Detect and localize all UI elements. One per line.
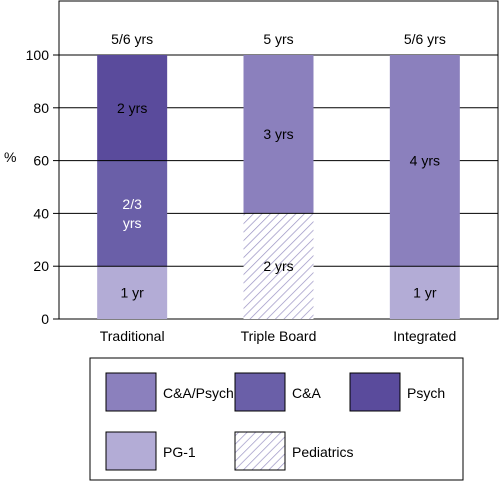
bar-triple-board: 2 yrs 3 yrs 5 yrs (243, 31, 314, 319)
bar-segment-psych (97, 55, 168, 161)
y-tick-label: 20 (33, 258, 49, 274)
legend-swatch (234, 372, 286, 412)
legend-item-pediatrics: Pediatrics (234, 431, 353, 471)
y-tick-label: 40 (33, 205, 49, 221)
segment-label: 3 yrs (263, 126, 293, 142)
legend-swatch (234, 431, 286, 471)
bar-segment-c-a-psych (389, 55, 460, 267)
bar-traditional: 1 yr 2/3 yrs 2 yrs 5/6 yrs (97, 31, 168, 319)
bar-segment-c-a (97, 160, 168, 267)
legend-item-c-a-psych: C&A/Psych (105, 372, 234, 412)
bar-segment-c-a-psych (243, 55, 314, 214)
legend-label: PG-1 (163, 444, 196, 460)
legend-item-c-a: C&A (234, 372, 321, 412)
y-tick-label: 60 (33, 153, 49, 169)
legend-item-pg-1: PG-1 (105, 431, 196, 471)
legend-label: C&A (292, 385, 321, 401)
legend-label: Pediatrics (292, 444, 353, 460)
bar-segment-pediatrics (243, 213, 314, 319)
segment-label: 2 yrs (117, 100, 147, 116)
legend-swatch (349, 372, 401, 412)
legend-label: Psych (407, 385, 445, 401)
y-tick-label: 0 (41, 311, 49, 327)
axes: 0 20 40 60 80 100% Traditional Triple Board Inte… (4, 47, 456, 344)
x-tick-label: Traditional (100, 328, 165, 344)
y-axis-label: % (4, 149, 16, 165)
x-tick-label: Triple Board (241, 328, 317, 344)
segment-label: 4 yrs (410, 153, 440, 169)
legend: C&A/Psych C&A Psych PG-1 Pediatrics (105, 372, 445, 471)
bar-total-label: 5/6 yrs (111, 31, 153, 47)
bar-segment-pg-1 (97, 266, 168, 319)
legend-label: C&A/Psych (163, 385, 234, 401)
y-tick-label: 100 (26, 47, 50, 63)
segment-label: 1 yr (413, 285, 437, 301)
bar-segment-pg-1 (389, 266, 460, 319)
legend-swatch (105, 431, 157, 471)
bars: 1 yr 2/3 yrs 2 yrs 5/6 yrs 2 yrs 3 yrs 5 yrs 1 y… (97, 31, 460, 319)
segment-label: 1 yr (120, 285, 144, 301)
segment-label: 2/3 yrs (122, 196, 142, 231)
y-tick-label: 80 (33, 100, 49, 116)
bar-total-label: 5/6 yrs (404, 31, 446, 47)
bar-total-label: 5 yrs (263, 31, 293, 47)
segment-label: 2 yrs (263, 258, 293, 274)
legend-swatch (105, 372, 157, 412)
bar-integrated: 1 yr 4 yrs 5/6 yrs (389, 31, 460, 319)
x-tick-label: Integrated (393, 328, 456, 344)
legend-item-psych: Psych (349, 372, 445, 412)
